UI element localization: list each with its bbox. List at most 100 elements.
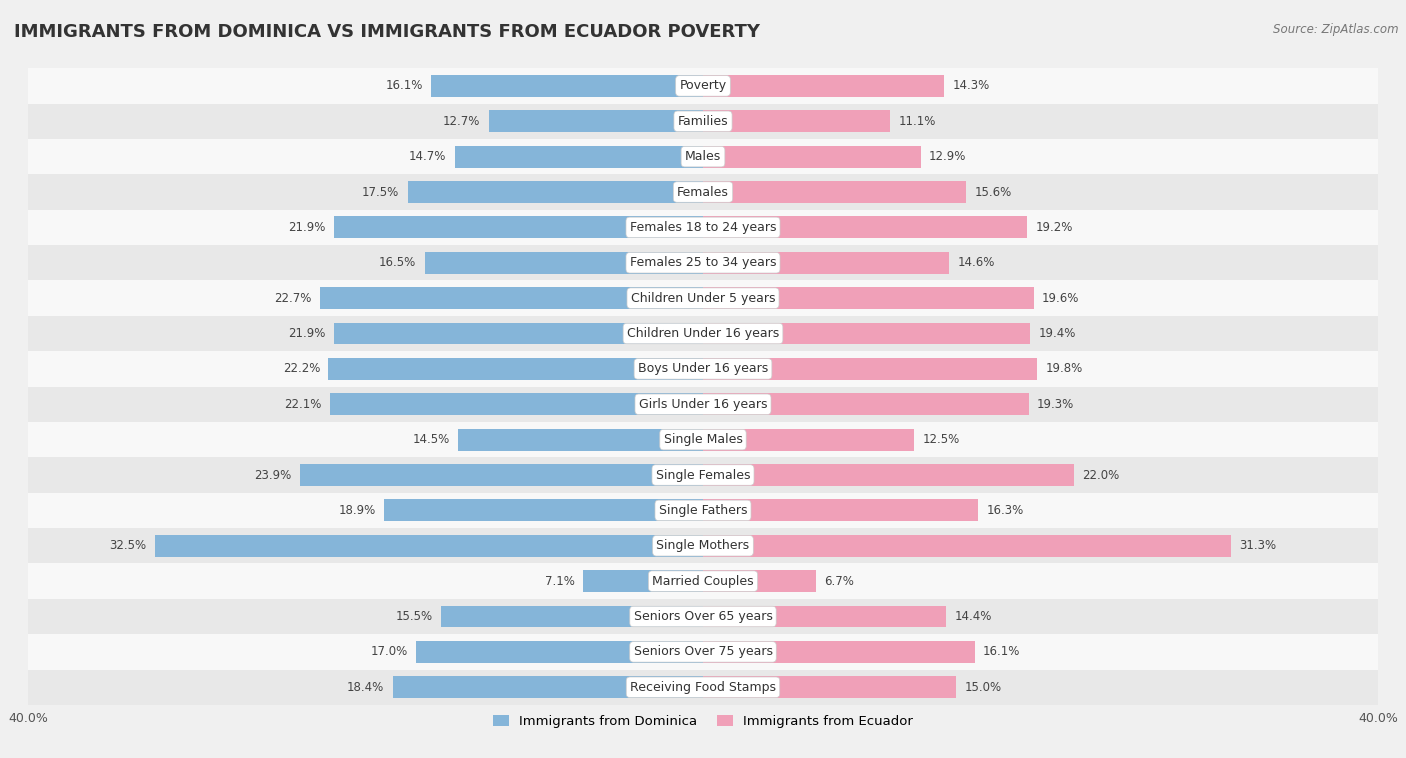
Legend: Immigrants from Dominica, Immigrants from Ecuador: Immigrants from Dominica, Immigrants fro…	[488, 709, 918, 733]
Bar	[28, 493, 1378, 528]
Bar	[432, 75, 703, 97]
Bar	[28, 245, 1378, 280]
Bar	[703, 323, 1031, 344]
Bar	[489, 111, 703, 132]
Bar	[321, 287, 703, 309]
Bar	[329, 358, 703, 380]
Bar	[28, 174, 1378, 210]
Bar	[425, 252, 703, 274]
Text: 15.5%: 15.5%	[396, 610, 433, 623]
Text: 23.9%: 23.9%	[254, 468, 291, 481]
Bar	[28, 457, 1378, 493]
Text: 19.4%: 19.4%	[1039, 327, 1076, 340]
Text: 32.5%: 32.5%	[110, 539, 146, 553]
Text: 12.7%: 12.7%	[443, 114, 481, 128]
Text: 19.8%: 19.8%	[1046, 362, 1083, 375]
Bar	[28, 563, 1378, 599]
Text: 15.0%: 15.0%	[965, 681, 1001, 694]
Text: 14.5%: 14.5%	[413, 433, 450, 446]
Bar	[408, 181, 703, 203]
Bar	[28, 104, 1378, 139]
Bar	[392, 676, 703, 698]
Bar	[703, 75, 945, 97]
Text: Seniors Over 65 years: Seniors Over 65 years	[634, 610, 772, 623]
Bar	[458, 429, 703, 450]
Bar	[28, 387, 1378, 422]
Text: 17.5%: 17.5%	[363, 186, 399, 199]
Text: 6.7%: 6.7%	[824, 575, 855, 587]
Text: 22.0%: 22.0%	[1083, 468, 1119, 481]
Text: 18.4%: 18.4%	[347, 681, 384, 694]
Text: 12.5%: 12.5%	[922, 433, 959, 446]
Text: 17.0%: 17.0%	[371, 645, 408, 659]
Text: Females: Females	[678, 186, 728, 199]
Bar	[703, 111, 890, 132]
Text: 14.7%: 14.7%	[409, 150, 447, 163]
Text: 22.7%: 22.7%	[274, 292, 312, 305]
Text: Single Males: Single Males	[664, 433, 742, 446]
Bar	[703, 535, 1232, 556]
Text: Married Couples: Married Couples	[652, 575, 754, 587]
Bar	[28, 528, 1378, 563]
Bar	[28, 422, 1378, 457]
Text: Children Under 16 years: Children Under 16 years	[627, 327, 779, 340]
Text: Females 25 to 34 years: Females 25 to 34 years	[630, 256, 776, 269]
Text: 31.3%: 31.3%	[1240, 539, 1277, 553]
Text: Females 18 to 24 years: Females 18 to 24 years	[630, 221, 776, 234]
Text: Single Fathers: Single Fathers	[659, 504, 747, 517]
Text: 16.1%: 16.1%	[385, 80, 423, 92]
Bar	[299, 464, 703, 486]
Bar	[703, 252, 949, 274]
Text: 11.1%: 11.1%	[898, 114, 936, 128]
Bar	[703, 606, 946, 628]
Text: Males: Males	[685, 150, 721, 163]
Bar	[28, 210, 1378, 245]
Bar	[456, 146, 703, 168]
Bar	[333, 217, 703, 238]
Bar	[28, 599, 1378, 634]
Text: 19.3%: 19.3%	[1038, 398, 1074, 411]
Text: 21.9%: 21.9%	[288, 221, 325, 234]
Bar	[703, 217, 1026, 238]
Bar	[703, 676, 956, 698]
Text: 14.3%: 14.3%	[953, 80, 990, 92]
Text: IMMIGRANTS FROM DOMINICA VS IMMIGRANTS FROM ECUADOR POVERTY: IMMIGRANTS FROM DOMINICA VS IMMIGRANTS F…	[14, 23, 761, 41]
Text: 18.9%: 18.9%	[339, 504, 375, 517]
Bar	[155, 535, 703, 556]
Text: 21.9%: 21.9%	[288, 327, 325, 340]
Bar	[583, 570, 703, 592]
Bar	[703, 287, 1033, 309]
Text: 12.9%: 12.9%	[929, 150, 966, 163]
Text: Families: Families	[678, 114, 728, 128]
Text: Seniors Over 75 years: Seniors Over 75 years	[634, 645, 772, 659]
Bar	[703, 570, 815, 592]
Bar	[28, 68, 1378, 104]
Text: 16.3%: 16.3%	[987, 504, 1024, 517]
Bar	[333, 323, 703, 344]
Text: 14.6%: 14.6%	[957, 256, 995, 269]
Text: Receiving Food Stamps: Receiving Food Stamps	[630, 681, 776, 694]
Text: Girls Under 16 years: Girls Under 16 years	[638, 398, 768, 411]
Bar	[703, 146, 921, 168]
Bar	[441, 606, 703, 628]
Bar	[703, 464, 1074, 486]
Text: 22.1%: 22.1%	[284, 398, 322, 411]
Text: 19.6%: 19.6%	[1042, 292, 1080, 305]
Text: 22.2%: 22.2%	[283, 362, 321, 375]
Bar	[703, 500, 979, 522]
Text: Single Mothers: Single Mothers	[657, 539, 749, 553]
Bar	[28, 316, 1378, 351]
Bar	[330, 393, 703, 415]
Bar	[703, 181, 966, 203]
Bar	[28, 280, 1378, 316]
Text: 14.4%: 14.4%	[955, 610, 991, 623]
Bar	[703, 429, 914, 450]
Text: Single Females: Single Females	[655, 468, 751, 481]
Bar	[28, 669, 1378, 705]
Text: 16.5%: 16.5%	[380, 256, 416, 269]
Text: Source: ZipAtlas.com: Source: ZipAtlas.com	[1274, 23, 1399, 36]
Bar	[703, 358, 1038, 380]
Bar	[703, 393, 1029, 415]
Bar	[28, 634, 1378, 669]
Bar	[28, 139, 1378, 174]
